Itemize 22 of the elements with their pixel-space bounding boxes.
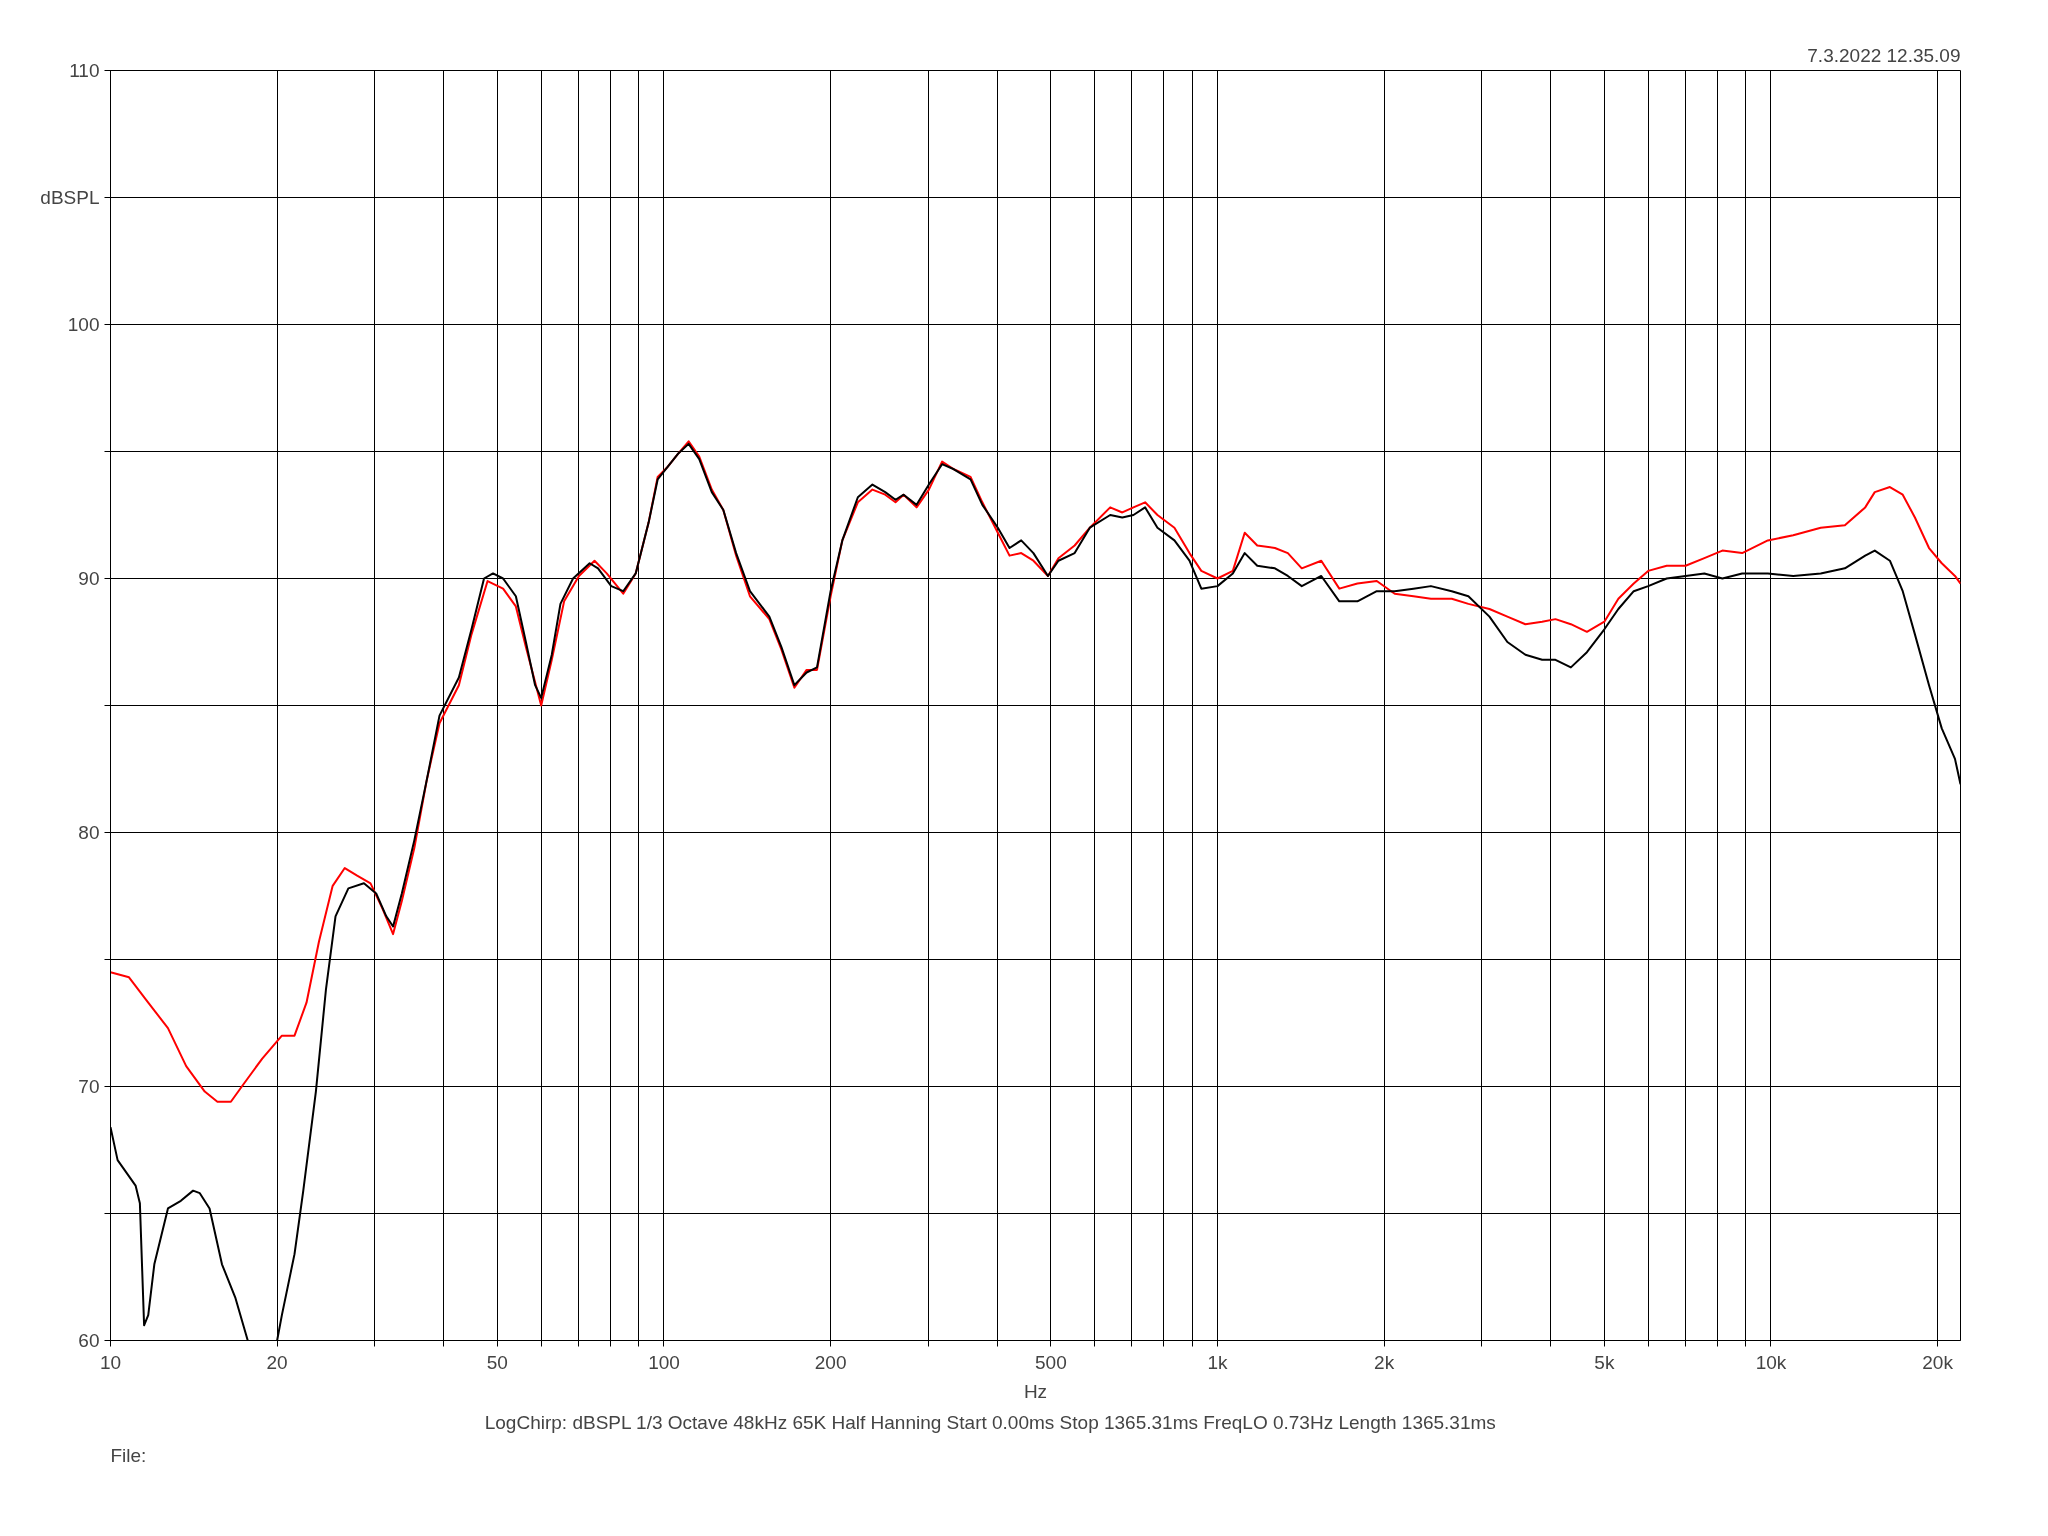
x-axis-title: Hz bbox=[1023, 1380, 1048, 1402]
x-tick-label: 2k bbox=[1374, 1351, 1395, 1373]
text: LogChirp: dBSPL 1/3 Octave 48kHz 65K Half Hanning Start 0.00ms Stop 1365.31ms FreqLO 0.73Hz Length 1365.31ms bbox=[484, 1411, 1496, 1433]
x-tick-label: 20 bbox=[266, 1351, 288, 1373]
text: File: bbox=[110, 1444, 147, 1466]
text: 7.3.2022 12.35.09 bbox=[1807, 44, 1961, 66]
x-tick-label: 10 bbox=[99, 1351, 122, 1373]
y-tick-label: 110 bbox=[69, 60, 100, 81]
y-tick-label: 70 bbox=[78, 1076, 100, 1097]
y-tick-label: 100 bbox=[67, 314, 100, 335]
x-tick-label: 200 bbox=[814, 1351, 847, 1373]
x-tick-label: 5k bbox=[1594, 1351, 1615, 1373]
y-tick-label: 90 bbox=[78, 568, 100, 589]
x-tick-label: 10k bbox=[1755, 1351, 1787, 1373]
x-tick-label: 1k bbox=[1207, 1351, 1229, 1373]
x-tick-label: 50 bbox=[486, 1351, 508, 1373]
x-tick-label: 100 bbox=[648, 1351, 680, 1373]
x-tick-label: 20k bbox=[1922, 1351, 1954, 1373]
y-tick-label: 60 bbox=[78, 1330, 100, 1351]
x-tick-label: 500 bbox=[1035, 1351, 1067, 1373]
y-tick-label: dBSPL bbox=[40, 187, 100, 208]
y-tick-label: 80 bbox=[78, 822, 100, 843]
